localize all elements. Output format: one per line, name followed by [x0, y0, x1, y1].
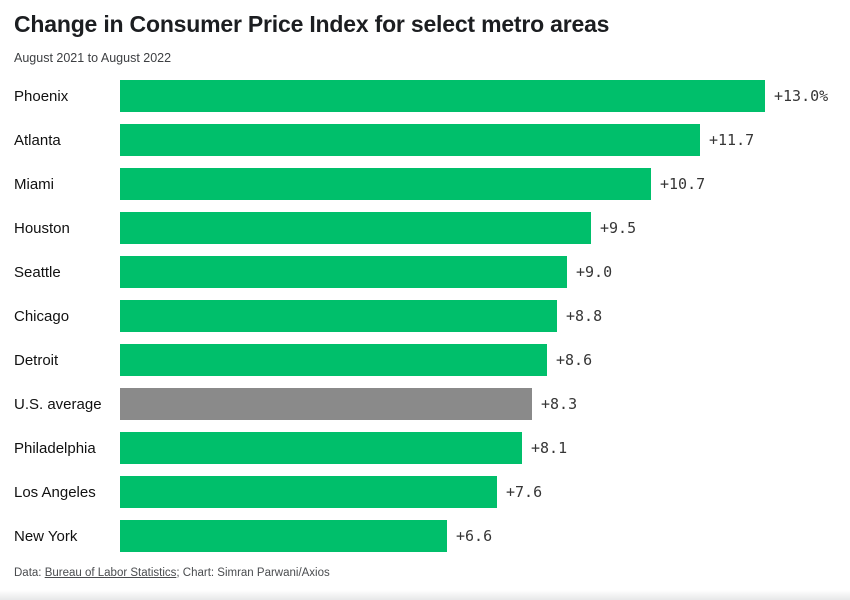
bar-track: +8.8	[120, 300, 836, 332]
chart-subtitle: August 2021 to August 2022	[14, 51, 172, 65]
bottom-shadow	[0, 590, 850, 600]
bar	[120, 344, 547, 376]
row-label: Atlanta	[14, 131, 61, 149]
bar	[120, 168, 651, 200]
bar-row: Detroit +8.6	[14, 344, 836, 376]
bar-value-label: +13.0%	[774, 87, 829, 105]
chart-credit: Chart: Simran Parwani/Axios	[182, 567, 330, 579]
bar-row: Phoenix +13.0%	[14, 80, 836, 112]
row-label: Chicago	[14, 307, 70, 325]
bar-value-label: +8.3	[541, 395, 578, 413]
bar-track: +8.6	[120, 344, 836, 376]
bar-value-label: +8.1	[531, 439, 568, 457]
bar-row: U.S. average +8.3	[14, 388, 836, 420]
bar-track: +11.7	[120, 124, 836, 156]
bar	[120, 300, 557, 332]
bar-row: Philadelphia +8.1	[14, 432, 836, 464]
bar-track: +13.0%	[120, 80, 836, 112]
row-label: Los Angeles	[14, 483, 96, 501]
chart-title: Change in Consumer Price Index for selec…	[14, 11, 610, 37]
bar	[120, 432, 522, 464]
row-label: New York	[14, 527, 78, 545]
row-label: Seattle	[14, 263, 61, 281]
bar	[120, 124, 700, 156]
bar	[120, 80, 765, 112]
row-label: U.S. average	[14, 395, 102, 413]
bar-track: +8.3	[120, 388, 836, 420]
bar-track: +6.6	[120, 520, 836, 552]
bar-track: +10.7	[120, 168, 836, 200]
bar-row: New York +6.6	[14, 520, 836, 552]
bar	[120, 256, 567, 288]
bar-row: Houston +9.5	[14, 212, 836, 244]
bar-row: Seattle +9.0	[14, 256, 836, 288]
bar	[120, 388, 532, 420]
bar	[120, 476, 497, 508]
bar-value-label: +9.0	[576, 263, 613, 281]
bar-row: Miami +10.7	[14, 168, 836, 200]
bar-row: Los Angeles +7.6	[14, 476, 836, 508]
bar-value-label: +11.7	[709, 131, 755, 149]
bar	[120, 212, 591, 244]
row-label: Detroit	[14, 351, 59, 369]
bar-track: +7.6	[120, 476, 836, 508]
source-credit: Data: Bureau of Labor Statistics; Chart:…	[14, 567, 836, 579]
bar-chart: Phoenix +13.0% Atlanta +11.7 Miami +10.7…	[14, 80, 836, 552]
bar-track: +9.5	[120, 212, 836, 244]
row-label: Phoenix	[14, 87, 69, 105]
bar-value-label: +8.6	[556, 351, 593, 369]
source-link[interactable]: Bureau of Labor Statistics	[44, 567, 177, 579]
row-label: Miami	[14, 175, 54, 193]
row-label: Houston	[14, 219, 70, 237]
row-label: Philadelphia	[14, 439, 96, 457]
bar-row: Chicago +8.8	[14, 300, 836, 332]
bar-value-label: +9.5	[600, 219, 637, 237]
bar-track: +9.0	[120, 256, 836, 288]
bar	[120, 520, 447, 552]
credit-separator: ;	[176, 567, 183, 579]
bar-value-label: +10.7	[660, 175, 706, 193]
bar-value-label: +8.8	[566, 307, 603, 325]
data-prefix: Data:	[14, 567, 45, 579]
bar-track: +8.1	[120, 432, 836, 464]
bar-value-label: +7.6	[506, 483, 543, 501]
bar-value-label: +6.6	[456, 527, 493, 545]
bar-row: Atlanta +11.7	[14, 124, 836, 156]
